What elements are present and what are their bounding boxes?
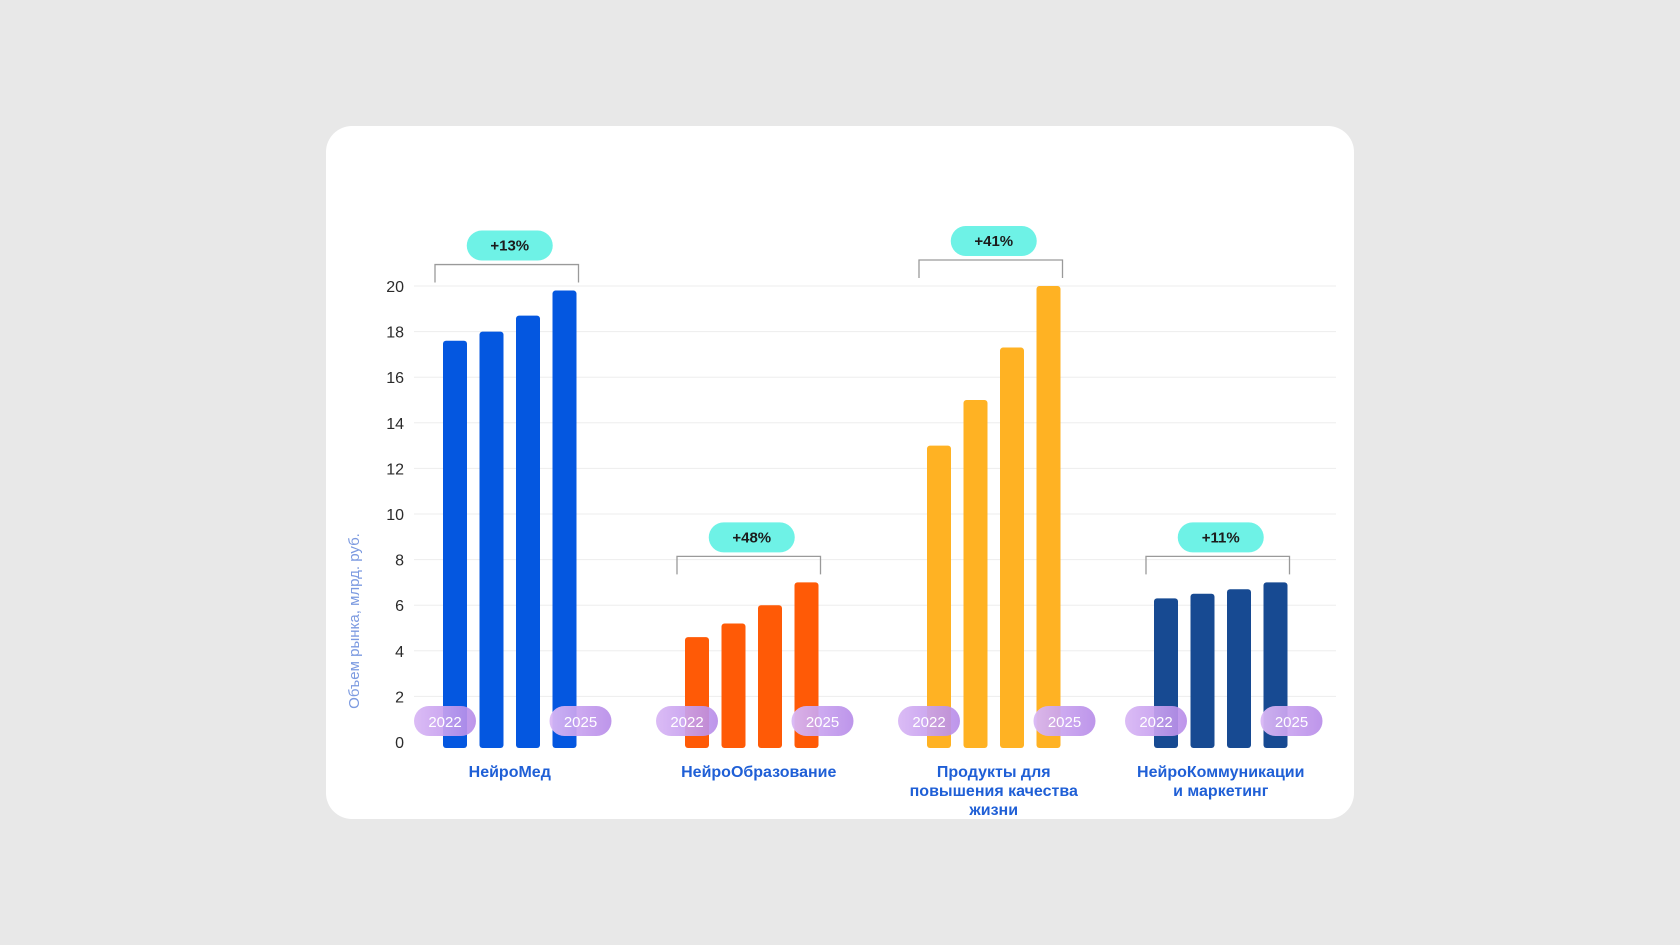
y-tick-label: 0	[395, 735, 404, 752]
growth-label: +11%	[1202, 529, 1240, 546]
bar	[443, 340, 467, 748]
growth-pill	[950, 226, 1037, 256]
category-label: НейроМед	[469, 764, 551, 781]
year-badge-start	[656, 706, 718, 736]
year-badge-start	[414, 706, 476, 736]
year-label-start: 2022	[1139, 714, 1172, 731]
year-label-end: 2025	[1048, 714, 1081, 731]
growth-pill	[466, 230, 553, 261]
y-axis-label: Объем рынка, млрд. руб.	[346, 533, 363, 709]
y-tick-label: 14	[386, 416, 404, 433]
year-badge-start	[898, 706, 960, 736]
group-bracket	[1145, 555, 1291, 575]
y-tick-label: 4	[395, 644, 404, 661]
bar	[1227, 589, 1251, 748]
y-tick-label: 6	[395, 598, 404, 615]
year-label-end: 2025	[806, 714, 839, 731]
category-label: повышения качества	[910, 783, 1078, 800]
bar	[927, 445, 951, 748]
group-bracket	[918, 259, 1064, 278]
bar	[721, 623, 746, 748]
chart-card: 0 2 4 6 8 10 12 14 16 18 20 Объем рынка, млрд. руб.…	[326, 126, 1354, 819]
growth-label: +13%	[490, 238, 529, 255]
year-badge-end	[549, 706, 612, 736]
y-tick-label: 8	[395, 553, 404, 570]
growth-label: +48%	[732, 529, 771, 546]
y-tick-label: 2	[395, 689, 404, 706]
year-label-end: 2025	[564, 714, 597, 731]
y-tick-label: 16	[386, 370, 404, 387]
market-volume-chart: 0 2 4 6 8 10 12 14 16 18 20 Объем рынка, млрд. руб.…	[346, 226, 1336, 819]
year-label-start: 2022	[670, 714, 703, 731]
bar	[1000, 347, 1024, 748]
year-badge-end	[1033, 706, 1096, 736]
category-label: жизни	[968, 802, 1018, 819]
bar	[516, 315, 540, 748]
y-tick-label: 20	[386, 279, 404, 296]
bar	[1190, 593, 1215, 748]
bar	[1036, 286, 1061, 748]
year-badge-end	[1260, 706, 1323, 736]
growth-label: +41%	[974, 233, 1013, 250]
y-tick-label: 12	[386, 461, 404, 478]
y-tick-label: 10	[386, 507, 404, 524]
category-label: Продукты для	[937, 764, 1051, 781]
category-label: НейроОбразование	[681, 764, 836, 781]
year-label-end: 2025	[1275, 714, 1308, 731]
growth-pill	[1177, 522, 1264, 553]
growth-pill	[708, 522, 795, 553]
year-badge-start	[1125, 706, 1187, 736]
category-label: НейроКоммуникации	[1137, 764, 1304, 781]
bar	[479, 331, 504, 748]
group-bracket	[434, 263, 580, 283]
year-label-start: 2022	[428, 714, 461, 731]
bar	[758, 605, 782, 748]
year-badge-end	[791, 706, 854, 736]
group-bracket	[676, 555, 822, 575]
y-tick-label: 18	[386, 325, 404, 342]
year-label-start: 2022	[912, 714, 945, 731]
bar	[552, 290, 577, 748]
category-label: и маркетинг	[1173, 783, 1269, 800]
bar	[963, 400, 988, 748]
